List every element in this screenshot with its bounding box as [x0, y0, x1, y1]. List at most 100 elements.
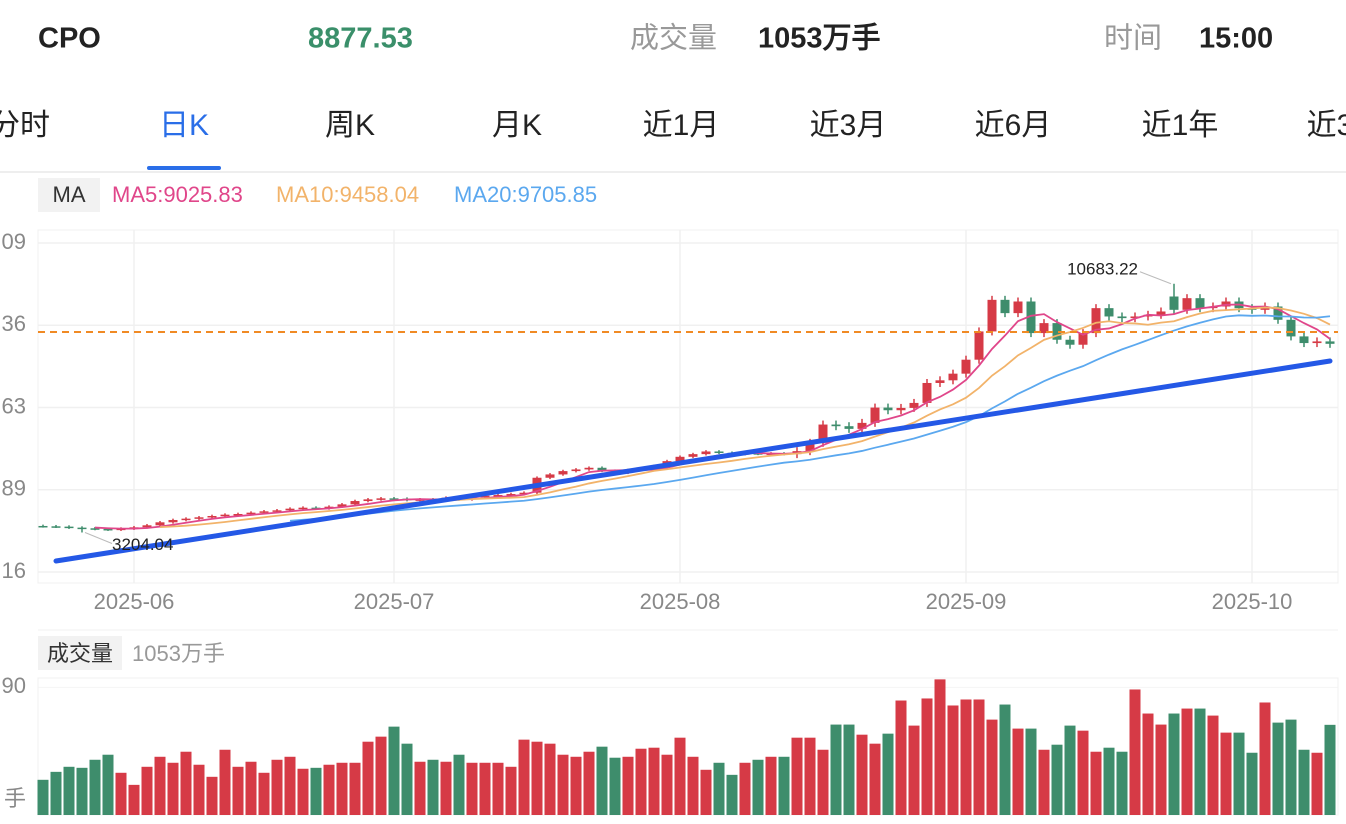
tab[interactable]: 近6月 [975, 109, 1052, 142]
volume-bar [609, 757, 621, 815]
candle-body [415, 499, 425, 501]
volume-bar [1324, 724, 1336, 815]
volume-legend-box [38, 636, 122, 670]
annotation: 3204.04 [112, 535, 173, 554]
volume-bar [518, 739, 530, 815]
volume-bar [869, 743, 881, 815]
x-tick-label: 2025-08 [640, 589, 721, 614]
volume-bar [1142, 713, 1154, 815]
volume-bar [622, 756, 634, 815]
volume-bar [1025, 728, 1037, 815]
stock-code: CPO [38, 23, 101, 55]
volume-bar [713, 762, 725, 815]
volume-bar [167, 762, 179, 815]
candle-body [181, 518, 191, 521]
candle-body [974, 331, 984, 360]
volume-bar [375, 736, 387, 815]
volume-bar [1090, 751, 1102, 815]
x-tick-label: 2025-06 [94, 589, 175, 614]
volume-bar [141, 766, 153, 815]
candle-body [1104, 308, 1114, 317]
volume-bar [804, 737, 816, 815]
volume-bar [1246, 752, 1258, 815]
candle-body [870, 407, 880, 423]
legend-box [38, 178, 100, 212]
volume-bar [1129, 689, 1141, 815]
legend-entry: MA20:9705.85 [454, 182, 597, 207]
candle-body [844, 426, 854, 429]
candle-body [1299, 336, 1309, 344]
candle-body [1052, 323, 1062, 340]
annotation: 10683.22 [1067, 259, 1138, 278]
candle-body [818, 424, 828, 443]
volume-bar [63, 766, 75, 815]
candle-body [480, 495, 490, 498]
volume-bar [453, 754, 465, 815]
candle-body [597, 467, 607, 471]
trend-line [53, 358, 1333, 564]
volume-bar [1233, 732, 1245, 815]
annotation-leader [84, 532, 113, 544]
candle-body [1182, 298, 1192, 310]
volume-bar [362, 741, 374, 815]
volume-bar [388, 726, 400, 815]
ma-line [289, 314, 1331, 522]
volume-bar [1220, 732, 1232, 815]
volume-bar [102, 754, 114, 815]
tab[interactable]: 近1月 [643, 109, 720, 142]
volume-bar [440, 761, 452, 815]
volume-bar [544, 743, 556, 815]
volume-bar [921, 698, 933, 815]
volume-bar [973, 699, 985, 815]
volume-bar [76, 767, 88, 815]
volume-bar [661, 754, 673, 815]
candle-body [1195, 298, 1205, 309]
candle-body [519, 492, 529, 495]
tab[interactable]: 近3月 [810, 109, 887, 142]
volume-bar [1259, 702, 1271, 815]
tab[interactable]: 月K [492, 109, 542, 142]
volume-label: 成交量 [630, 22, 717, 55]
candle-body [883, 407, 893, 411]
volume-bar [1051, 744, 1063, 815]
volume-bar [1194, 708, 1206, 815]
volume-bar [206, 776, 218, 815]
candle-body [1013, 301, 1023, 314]
volume-bar [1181, 708, 1193, 815]
volume-bar [258, 772, 270, 815]
candle-body [558, 471, 568, 475]
tab[interactable]: 分时 [0, 109, 50, 142]
candle-body [168, 519, 178, 523]
time-label: 时间 [1104, 22, 1162, 55]
volume-bar [128, 784, 140, 815]
candle-body [493, 495, 503, 497]
legend-entry: MA5:9025.83 [112, 182, 243, 207]
header: CPO 8877.53 成交量 1053万手 时间 15:00 [38, 22, 1273, 55]
candle-body [38, 525, 48, 528]
volume-bar [739, 762, 751, 815]
tab[interactable]: 日K [159, 109, 209, 142]
candle-body [584, 467, 594, 470]
candle-body [857, 422, 867, 429]
tab[interactable]: 近3 [1307, 109, 1346, 142]
candle-body [896, 407, 906, 411]
volume-bar [583, 751, 595, 815]
candle-body [285, 508, 295, 511]
tab[interactable]: 近1年 [1142, 109, 1219, 142]
volume-bar [843, 724, 855, 815]
volume-bar [895, 700, 907, 815]
candle-body [1312, 341, 1322, 344]
tab[interactable]: 周K [325, 109, 375, 142]
volume-bar [271, 759, 283, 815]
volume-bar [934, 679, 946, 815]
candle-body [1065, 339, 1075, 345]
volume-value: 1053万手 [758, 22, 881, 55]
ma-line [159, 306, 1331, 528]
volume-bar [180, 751, 192, 815]
candle-body [207, 515, 217, 518]
x-tick-label: 2025-10 [1212, 589, 1293, 614]
volume-bar [596, 746, 608, 815]
y-tick-label: 16 [2, 558, 26, 583]
candle-body [1078, 333, 1088, 345]
